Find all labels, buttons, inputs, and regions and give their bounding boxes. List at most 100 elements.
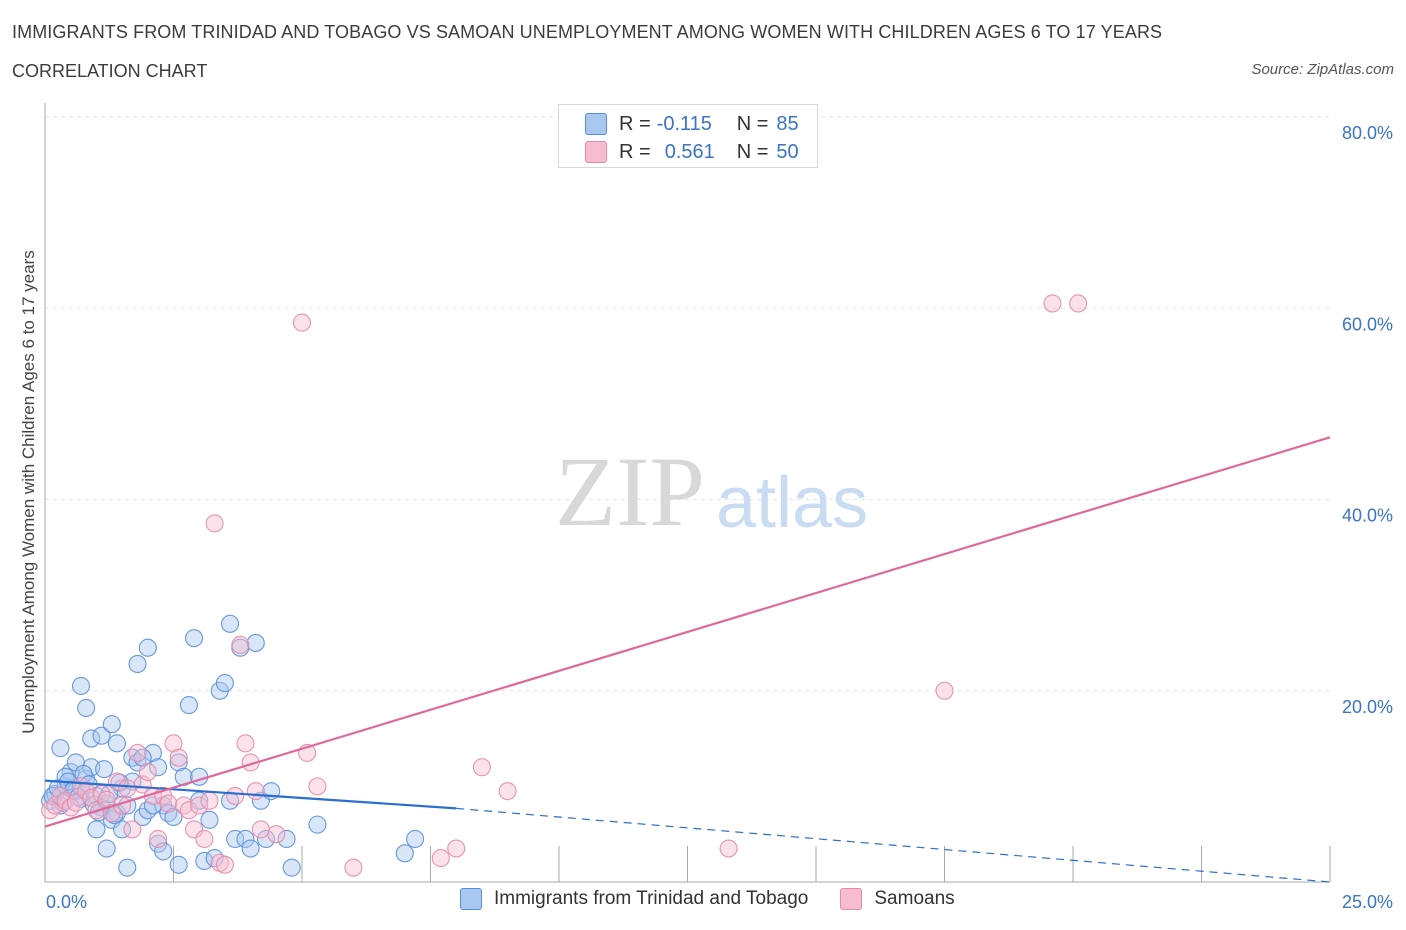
source-label: Source: ZipAtlas.com: [1251, 61, 1394, 78]
data-point-samoans: [447, 839, 466, 858]
data-point-trinidad: [102, 715, 121, 734]
watermark-atlas: atlas: [716, 463, 868, 543]
data-point-samoans: [205, 514, 224, 533]
data-point-trinidad: [185, 629, 204, 648]
legend-item-samoans[interactable]: Samoans: [840, 888, 955, 910]
data-point-trinidad: [118, 858, 137, 877]
data-point-samoans: [215, 855, 234, 874]
y-tick-labels: 20.0% 40.0% 60.0% 80.0%: [1342, 123, 1393, 717]
data-point-trinidad: [236, 829, 255, 849]
y-tick-label: 40.0%: [1342, 506, 1393, 526]
series-trinidad-points: [41, 614, 425, 877]
y-tick-label: 80.0%: [1342, 123, 1393, 143]
legend-n-label: N =: [736, 112, 769, 135]
data-point-trinidad: [282, 858, 301, 877]
legend-row-trinidad: R = -0.115 N = 85: [585, 111, 799, 137]
data-point-samoans: [251, 820, 270, 839]
data-point-trinidad: [220, 614, 240, 633]
data-point-samoans: [159, 794, 178, 813]
legend-n-value-samoans: 50: [776, 140, 799, 163]
x-tick-labels: 0.0% 25.0%: [46, 892, 1393, 912]
data-point-trinidad: [406, 829, 425, 849]
data-point-trinidad: [395, 844, 414, 863]
data-point-samoans: [46, 796, 65, 815]
series-legend: Immigrants from Trinidad and Tobago Samo…: [460, 888, 987, 910]
data-point-samoans: [308, 777, 327, 796]
data-point-samoans: [190, 796, 209, 815]
data-point-samoans: [472, 758, 491, 777]
data-point-samoans: [246, 782, 265, 801]
legend-item-trinidad[interactable]: Immigrants from Trinidad and Tobago: [460, 888, 808, 910]
y-axis-label: Unemployment Among Women with Children A…: [19, 250, 38, 734]
data-point-trinidad: [149, 758, 168, 777]
data-point-trinidad: [169, 855, 188, 874]
series-samoans-points: [41, 294, 1088, 877]
data-point-samoans: [236, 734, 255, 753]
data-point-trinidad: [308, 815, 327, 834]
chart-title: IMMIGRANTS FROM TRINIDAD AND TOBAGO VS S…: [12, 22, 1163, 42]
data-point-samoans: [292, 313, 312, 332]
data-point-trinidad: [138, 638, 157, 657]
data-point-samoans: [267, 825, 286, 844]
data-point-samoans: [123, 820, 142, 839]
data-point-samoans: [935, 681, 954, 700]
legend-label-trinidad: Immigrants from Trinidad and Tobago: [494, 888, 809, 909]
data-point-samoans: [149, 829, 168, 849]
data-point-trinidad: [226, 829, 245, 849]
trend-line-trinidad: [44, 779, 457, 810]
data-point-trinidad: [215, 674, 234, 693]
data-point-trinidad: [143, 743, 162, 762]
data-point-samoans: [231, 635, 250, 654]
data-point-samoans: [344, 858, 363, 877]
legend-n-value-trinidad: 85: [776, 112, 799, 135]
data-point-trinidad: [246, 633, 265, 652]
legend-r-label: R =: [619, 140, 651, 163]
legend-swatch-blue: [460, 888, 482, 910]
data-point-trinidad: [133, 748, 152, 767]
data-point-samoans: [179, 801, 198, 820]
data-point-samoans: [719, 839, 738, 858]
data-point-trinidad: [195, 851, 214, 871]
trend-line-trinidad-extension: [456, 807, 1331, 883]
data-point-trinidad: [205, 849, 224, 868]
legend-label-samoans: Samoans: [874, 888, 955, 909]
data-point-samoans: [164, 734, 183, 753]
legend-r-value-samoans: 0.561: [664, 140, 715, 163]
data-point-trinidad: [128, 654, 147, 674]
x-tick-label: 25.0%: [1342, 892, 1393, 912]
data-point-samoans: [200, 791, 219, 810]
y-tick-label: 60.0%: [1342, 314, 1393, 334]
data-point-trinidad: [97, 839, 116, 858]
chart-subtitle: CORRELATION CHART: [12, 61, 208, 81]
data-point-samoans: [431, 849, 450, 868]
correlation-legend: R = -0.115 N = 85 R = 0.561 N = 50: [558, 104, 818, 168]
data-point-samoans: [138, 762, 157, 782]
data-point-trinidad: [164, 807, 183, 827]
data-point-samoans: [51, 786, 70, 805]
data-point-trinidad: [51, 739, 70, 758]
data-point-trinidad: [95, 760, 114, 779]
data-point-trinidad: [256, 829, 276, 849]
data-point-trinidad: [179, 696, 198, 715]
data-point-trinidad: [113, 820, 132, 839]
data-point-samoans: [1043, 294, 1062, 313]
legend-r-value-trinidad: -0.115: [656, 112, 712, 135]
watermark: ZIP atlas: [555, 436, 868, 547]
data-point-samoans: [128, 743, 147, 762]
x-tick-label: 0.0%: [46, 892, 87, 912]
data-point-trinidad: [107, 734, 127, 753]
data-point-trinidad: [71, 676, 91, 696]
legend-r-label: R =: [619, 112, 651, 135]
data-point-trinidad: [123, 748, 142, 767]
data-point-trinidad: [277, 829, 296, 849]
data-point-samoans: [102, 804, 121, 823]
data-point-samoans: [61, 798, 80, 817]
data-point-trinidad: [87, 820, 106, 839]
data-point-trinidad: [169, 753, 188, 772]
data-point-trinidad: [200, 810, 219, 829]
data-point-samoans: [498, 782, 517, 801]
data-point-trinidad: [82, 729, 101, 748]
y-tick-label: 20.0%: [1342, 697, 1393, 717]
watermark-zip: ZIP: [555, 436, 705, 547]
